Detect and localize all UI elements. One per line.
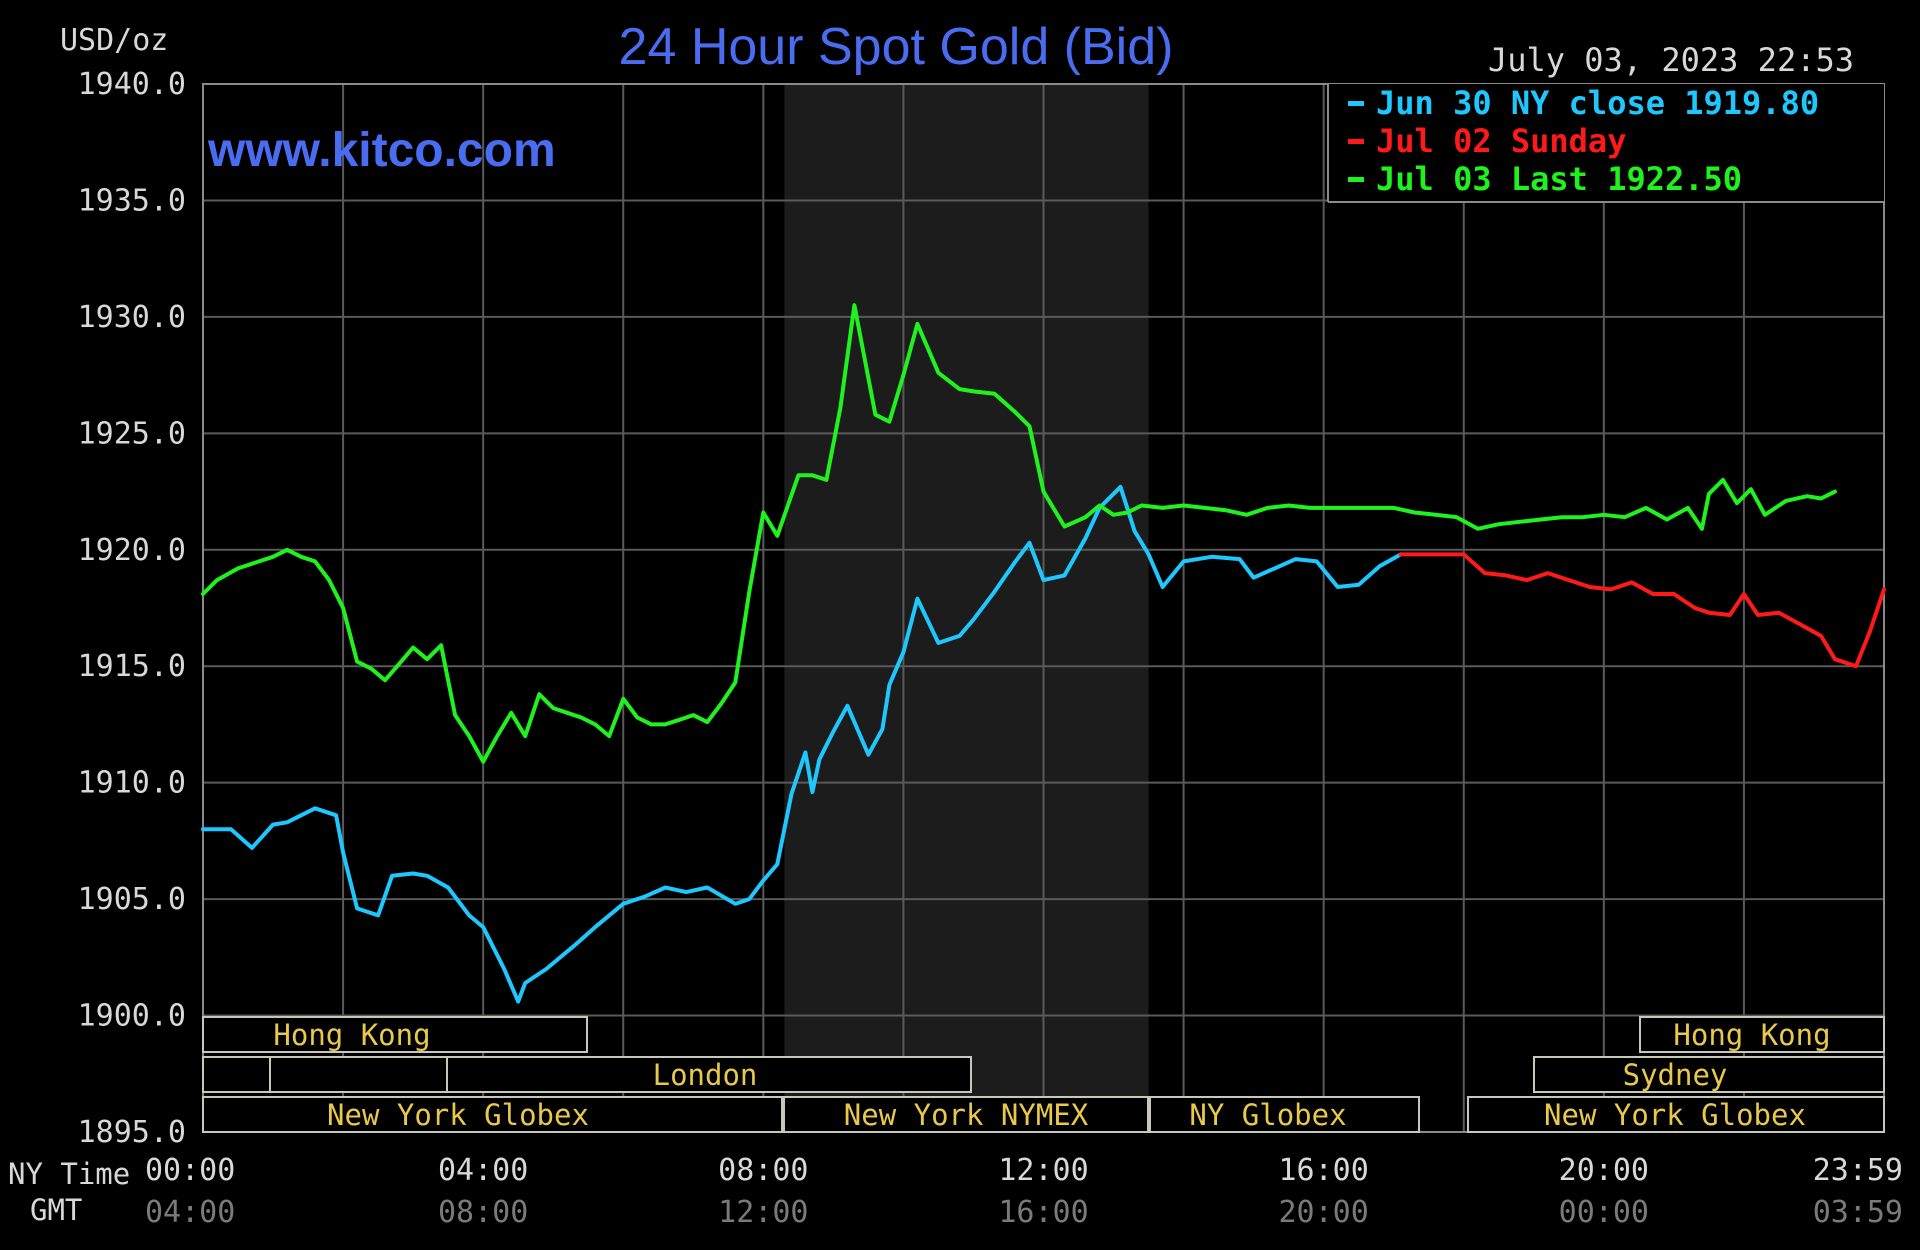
watermark: www.kitco.com [207,124,556,177]
ny-time-tick-label: 20:00 [1559,1153,1649,1188]
gmt-tick-label: 20:00 [1279,1195,1369,1230]
ny-time-tick-label: 00:00 [145,1153,235,1188]
x-axis-labels: NY Time GMT 00:00 04:00 08:00 12:00 16:00 20:… [8,1153,1903,1230]
session-box-ny-globex-1 [202,1096,783,1133]
session-label-hong-kong-1: Hong Kong [273,1018,430,1052]
y-tick-label: 1935.0 [78,183,186,218]
legend-swatch-jul02 [1348,139,1364,144]
session-box-ny-globex-2 [1149,1096,1420,1133]
legend: Jun 30 NY close 1919.80 Jul 02 Sunday Ju… [1327,84,1884,203]
series-line-jul03 [201,303,1837,764]
gmt-tick-label: 04:00 [145,1195,235,1230]
y-tick-label: 1925.0 [78,416,186,451]
gmt-tick-label: 03:59 [1813,1195,1903,1230]
session-label-london: London [653,1058,758,1092]
session-label-sydney: Sydney [1623,1058,1728,1092]
session-box-ny-globex-3 [1467,1096,1885,1133]
y-tick-label: 1920.0 [78,533,186,568]
y-tick-label: 1930.0 [78,300,186,335]
gmt-tick-label: 12:00 [718,1195,808,1230]
chart-title: 24 Hour Spot Gold (Bid) [619,18,1174,76]
market-sessions: Hong Kong London New York Globex New Yor… [202,1016,1885,1133]
legend-swatch-jul03 [1348,177,1364,182]
series-line-jun30 [201,484,1403,1004]
timestamp: July 03, 2023 22:53 [1488,41,1854,79]
y-tick-label: 1895.0 [78,1115,186,1150]
session-box-ny-nymex [783,1096,1149,1133]
ny-time-tick-label: 16:00 [1279,1153,1369,1188]
y-tick-label: 1915.0 [78,649,186,684]
series-line-jul02 [1398,552,1886,669]
legend-label-jul02: Jul 02 Sunday [1376,122,1626,160]
ny-time-row-label: NY Time [8,1157,130,1191]
session-box-hong-kong-2 [1639,1016,1885,1053]
y-axis-labels: 1940.0 1935.0 1930.0 1925.0 1920.0 1915.0 1910… [78,67,186,1150]
ny-time-tick-label: 12:00 [998,1153,1088,1188]
session-label-ny-nymex: New York NYMEX [844,1098,1089,1132]
gmt-tick-label: 00:00 [1559,1195,1649,1230]
legend-swatch-jun30 [1348,101,1364,106]
series-lines [201,303,1886,1004]
gmt-tick-label: 16:00 [998,1195,1088,1230]
session-box-hong-kong-1 [202,1016,588,1053]
ny-time-tick-label: 08:00 [718,1153,808,1188]
session-box-blank-2 [269,1056,448,1093]
session-label-ny-globex-1: New York Globex [327,1098,589,1132]
ny-time-tick-label: 23:59 [1813,1153,1903,1188]
session-box-sydney [1533,1056,1885,1093]
ny-time-tick-label: 04:00 [438,1153,528,1188]
y-tick-label: 1910.0 [78,766,186,801]
session-box-blank-1 [202,1056,271,1093]
session-box-london [446,1056,972,1093]
y-tick-label: 1905.0 [78,882,186,917]
nymex-session-shade [784,84,1149,1132]
gmt-row-label: GMT [30,1193,82,1227]
session-label-ny-globex-3: New York Globex [1544,1098,1806,1132]
session-label-hong-kong-2: Hong Kong [1673,1018,1830,1052]
legend-label-jul03: Jul 03 Last 1922.50 [1376,160,1742,198]
legend-box [1328,84,1884,202]
y-tick-label: 1940.0 [78,67,186,102]
unit-label: USD/oz [60,23,168,58]
session-label-ny-globex-2: NY Globex [1189,1098,1346,1132]
legend-label-jun30: Jun 30 NY close 1919.80 [1376,84,1819,122]
gmt-tick-label: 08:00 [438,1195,528,1230]
y-tick-label: 1900.0 [78,999,186,1034]
